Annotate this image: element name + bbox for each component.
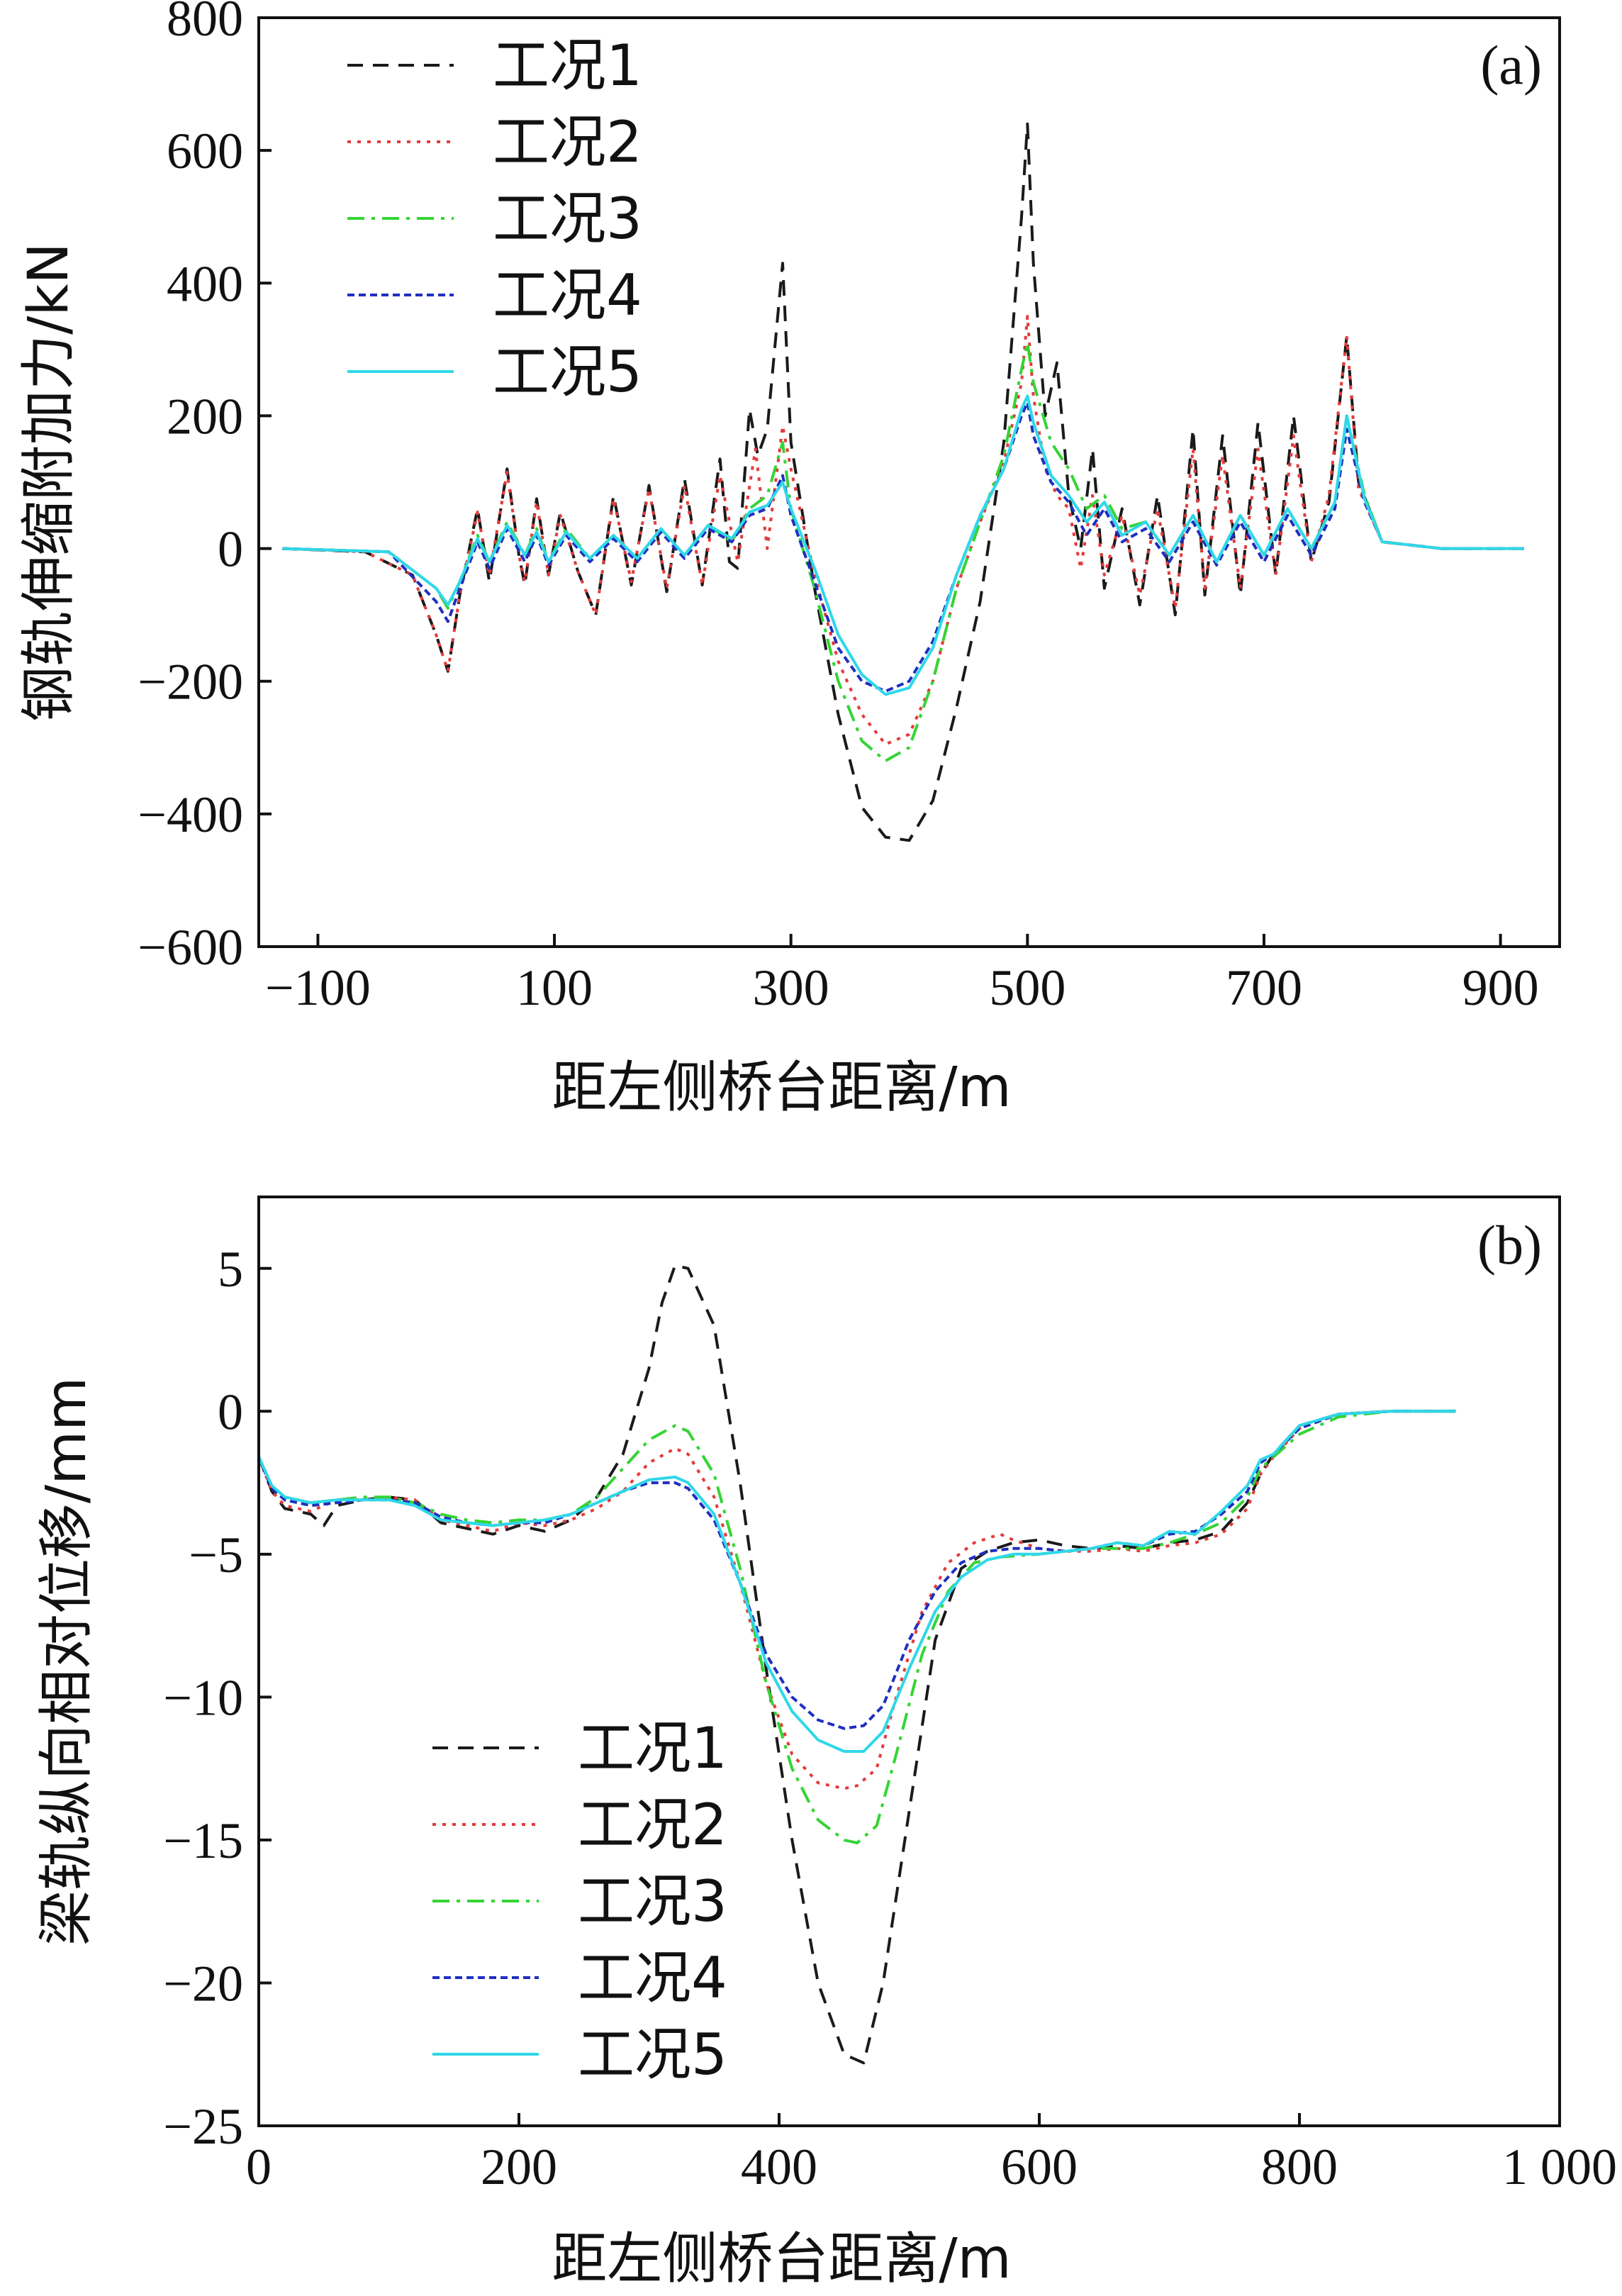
legend-entry-3: 工况3	[578, 1868, 727, 1934]
legend-entry-4: 工况4	[578, 1945, 727, 2011]
x-tick-label: 600	[1001, 2139, 1078, 2195]
series-line-2	[282, 315, 1524, 746]
y-tick-label: 200	[167, 388, 243, 445]
legend-entry-1: 工况1	[493, 33, 642, 99]
y-tick-label: −20	[163, 1955, 243, 2012]
legend: 工况1 工况2 工况3 工况4 工况5	[432, 1715, 727, 2088]
legend-entry-2: 工况2	[493, 109, 642, 175]
x-tick-label: 400	[741, 2139, 817, 2195]
x-axis-label: 距左侧桥台距离/m	[552, 2227, 1011, 2291]
legend-entry-1: 工况1	[578, 1715, 727, 1781]
x-tick-label: −100	[265, 959, 371, 1016]
series-group	[282, 122, 1524, 842]
panel-label: (a)	[1480, 34, 1542, 96]
series-line-2	[259, 1410, 1456, 1790]
x-tick-label: 500	[989, 959, 1066, 1016]
y-axis-label: 钢轨伸缩附加力/kN	[17, 243, 81, 722]
series-line-1	[259, 1264, 1456, 2065]
y-tick-label: −15	[163, 1812, 243, 1869]
legend-entry-3: 工况3	[493, 186, 642, 252]
x-axis-label: 距左侧桥台距离/m	[552, 1056, 1011, 1120]
series-line-5	[282, 394, 1524, 696]
x-tick-label: 800	[1261, 2139, 1338, 2195]
series-group	[259, 1264, 1456, 2065]
panel-a: −100 100 300 500 700 900 −600 −400 −200 0 200 400 60…	[17, 0, 1561, 1120]
x-tick-label: 100	[516, 959, 593, 1016]
series-line-1	[282, 122, 1524, 842]
y-tick-label: −10	[163, 1669, 243, 1726]
plot-frame	[257, 16, 1561, 948]
y-tick-label: −400	[138, 786, 243, 843]
legend: 工况1 工况2 工况3 工况4 工况5	[347, 33, 642, 405]
y-tick-label: −200	[138, 654, 243, 710]
legend-entry-5: 工况5	[578, 2022, 727, 2088]
y-tick-label: −600	[138, 919, 243, 976]
panel-b: 0 200 400 600 800 1 000 −25 −20 −15 −10 −5 0 5 距左侧桥台距…	[35, 1196, 1617, 2291]
y-axis-label: 梁轨纵向相对位移/mm	[35, 1377, 99, 1946]
y-tick-label: 5	[218, 1241, 243, 1298]
y-tick-label: 400	[167, 255, 243, 312]
series-line-3	[259, 1410, 1456, 1844]
y-tick-label: −5	[189, 1527, 243, 1583]
y-tick-label: 600	[167, 123, 243, 179]
series-line-4	[259, 1410, 1456, 1730]
legend-entry-5: 工况5	[493, 339, 642, 405]
x-tick-label: 700	[1226, 959, 1302, 1016]
series-line-5	[259, 1410, 1456, 1753]
series-line-4	[282, 401, 1524, 693]
plot-frame	[257, 1196, 1561, 2127]
legend-entry-2: 工况2	[578, 1792, 727, 1858]
y-tick-label: −25	[163, 2098, 243, 2155]
x-tick-label: 200	[481, 2139, 557, 2195]
y-tick-label: 800	[167, 0, 243, 47]
x-tick-label: 900	[1462, 959, 1539, 1016]
x-tick-label: 1 000	[1502, 2139, 1617, 2195]
x-tick-label: 300	[753, 959, 829, 1016]
y-tick-label: 0	[218, 1383, 243, 1440]
legend-entry-4: 工况4	[493, 262, 642, 328]
x-tick-label: 0	[246, 2139, 272, 2195]
panel-label: (b)	[1477, 1214, 1542, 1276]
y-tick-label: 0	[218, 521, 243, 578]
